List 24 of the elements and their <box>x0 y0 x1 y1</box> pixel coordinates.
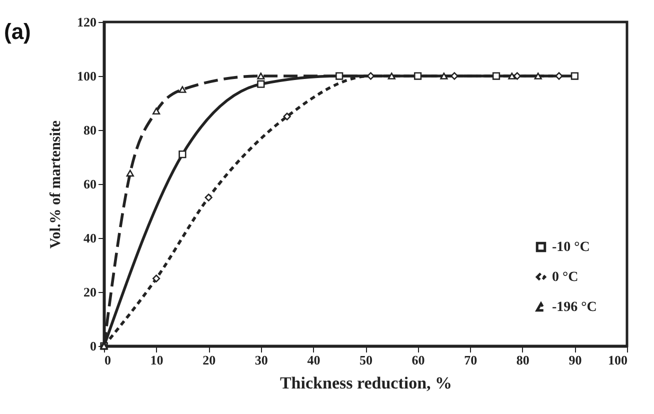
y-tick-label: 80 <box>84 122 96 138</box>
x-tick-label: 20 <box>202 352 216 368</box>
x-tick-label: 10 <box>150 352 164 368</box>
y-tick-label: 120 <box>77 14 96 30</box>
x-tick-label: 90 <box>568 352 582 368</box>
y-tick-label: 100 <box>77 68 96 84</box>
legend-label: -10 °C <box>552 240 590 255</box>
chart-title: (a) <box>4 19 31 44</box>
x-tick-label: 60 <box>412 352 425 368</box>
x-tick-label: 70 <box>464 352 478 368</box>
x-tick-label: 0 <box>104 352 111 368</box>
x-tick-label: 50 <box>360 352 372 368</box>
legend-label: -196 °C <box>552 300 597 315</box>
y-tick-label: 0 <box>90 338 96 354</box>
y-tick-label: 20 <box>84 284 96 300</box>
y-tick-label: 60 <box>84 176 96 192</box>
y-axis-title: Vol.% of martensite <box>48 120 64 249</box>
x-tick-label: 80 <box>516 352 530 368</box>
x-tick-label: 30 <box>254 352 268 368</box>
legend-label: 0 °C <box>552 270 578 285</box>
y-tick-label: 40 <box>84 230 96 246</box>
x-axis-title: Thickness reduction, % <box>280 374 452 392</box>
x-tick-label: 40 <box>307 352 320 368</box>
x-tick-label: 100 <box>608 352 628 368</box>
